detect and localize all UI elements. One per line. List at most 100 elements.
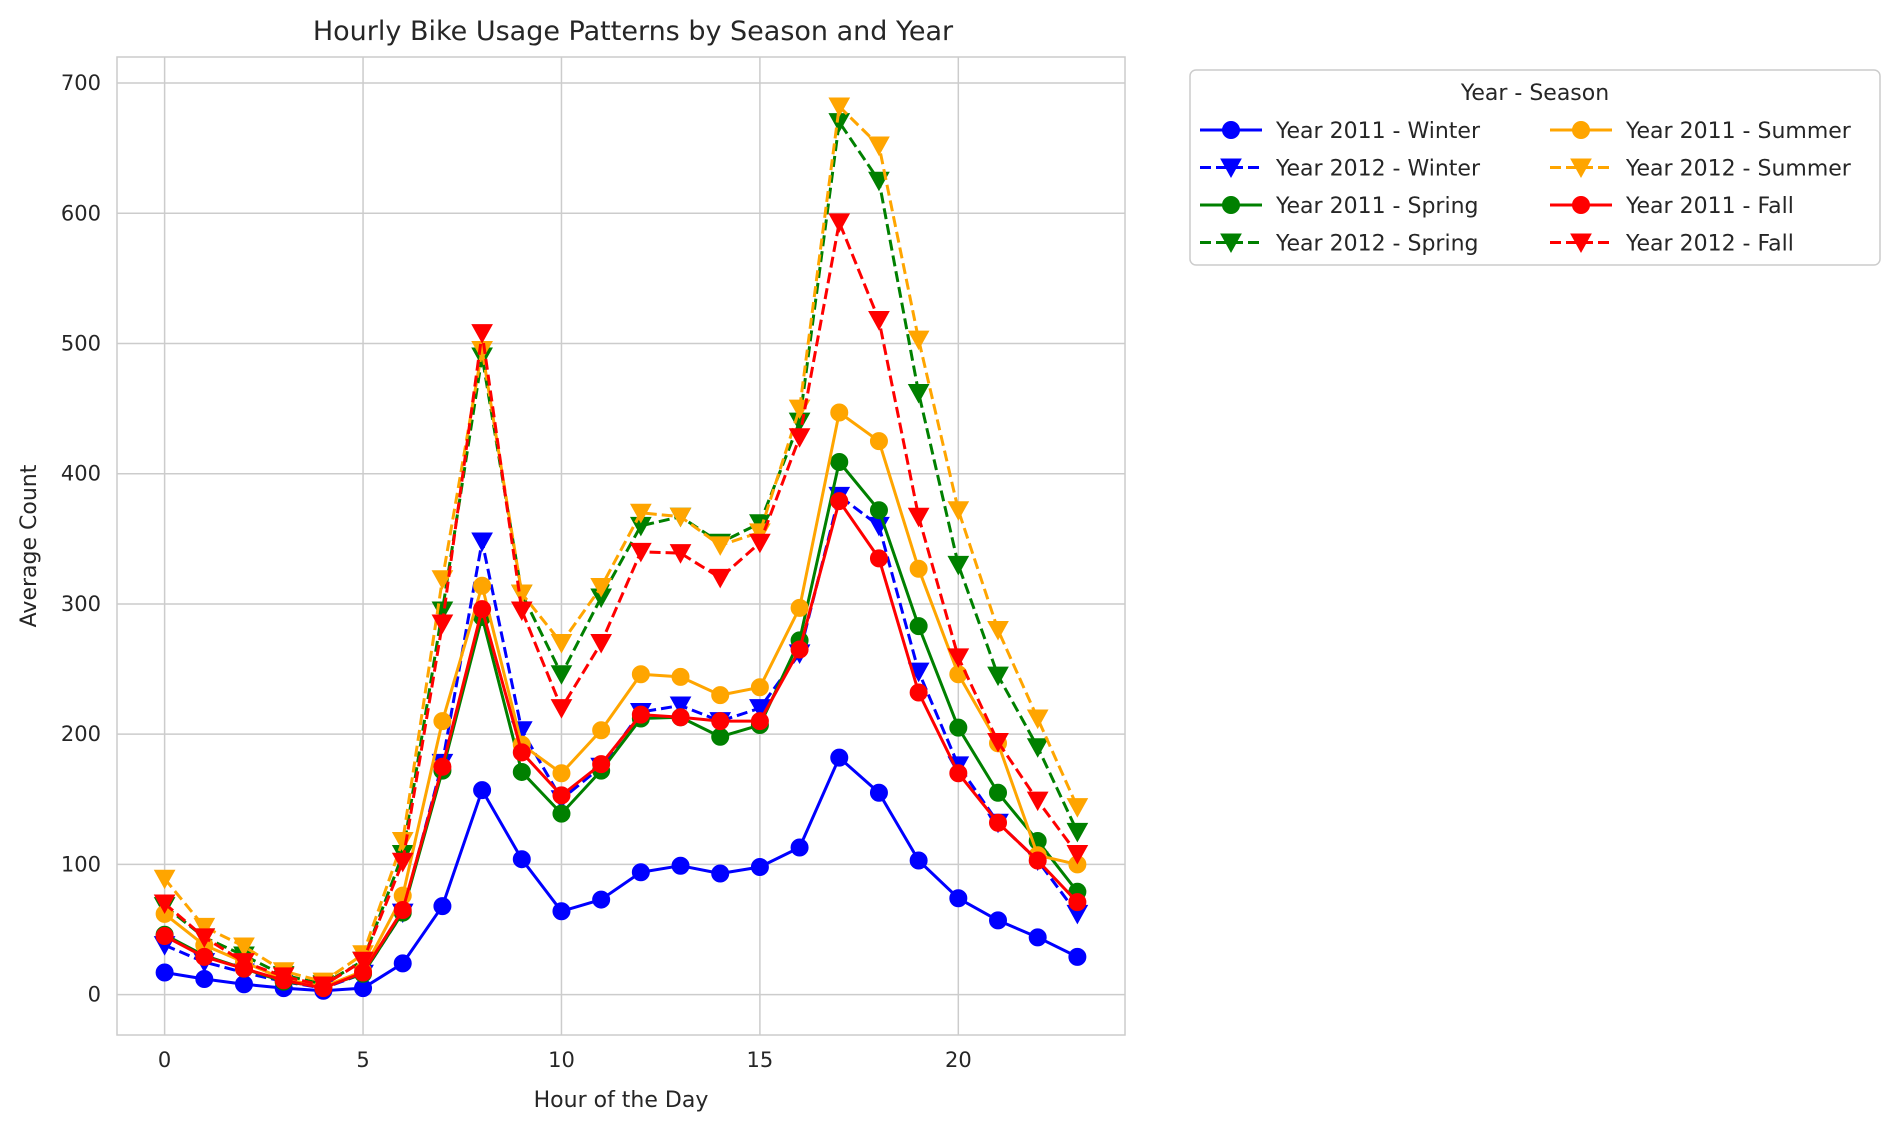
data-point [830,748,849,767]
legend-item: Year 2011 - Winter [1200,119,1481,144]
data-point [393,900,412,919]
data-point [155,963,174,982]
data-point [830,453,849,472]
y-axis-label: Average Count [17,464,42,627]
y-tick-label: 600 [61,201,101,225]
x-tick-label: 10 [548,1048,575,1072]
legend-item: Year 2011 - Fall [1550,194,1794,219]
data-point [790,598,809,617]
data-point [233,953,255,973]
data-point [987,732,1009,753]
legend-label: Year 2012 - Summer [1625,157,1852,182]
legend-marker [1222,121,1240,139]
data-point [669,696,692,717]
data-point [711,864,730,883]
legend-item: Year 2012 - Spring [1200,232,1478,257]
data-point [1066,822,1089,843]
data-point [907,383,930,404]
data-point [590,634,613,654]
data-point [828,97,851,118]
data-point [592,721,611,740]
data-point [790,640,809,659]
data-point [909,559,928,578]
legend-label: Year 2012 - Winter [1275,157,1481,182]
data-point [907,507,930,528]
data-point [512,762,531,781]
data-point [749,533,771,554]
legend-marker [1220,158,1242,179]
data-point [592,890,611,909]
data-point [868,136,890,157]
data-point [828,213,851,233]
legend-label: Year 2012 - Fall [1625,232,1794,257]
data-point [153,894,176,915]
data-point [868,311,890,331]
data-point [989,783,1008,802]
legend-label: Year 2011 - Summer [1625,119,1852,144]
data-point [550,665,573,685]
grid-layer [117,57,1125,1035]
series-layer [153,97,1089,1000]
legend-item: Year 2012 - Fall [1550,232,1794,257]
data-point [153,869,176,890]
y-tick-label: 100 [61,852,101,876]
data-point [155,927,174,946]
legend-item: Year 2012 - Summer [1550,157,1852,182]
data-point [1066,844,1089,865]
y-tick-label: 0 [88,983,101,1007]
legend-item: Year 2012 - Winter [1200,157,1481,182]
data-point [949,889,968,908]
data-point [869,549,888,568]
data-point [1068,893,1087,912]
data-point [947,555,970,576]
data-point [393,954,412,973]
x-axis-label: Hour of the Day [534,1088,709,1113]
legend-label: Year 2011 - Fall [1625,194,1794,219]
data-point [711,727,730,746]
data-point [909,683,928,702]
data-point [790,838,809,857]
data-point [193,928,216,948]
legend-marker [1570,233,1592,254]
data-point [629,503,652,524]
y-tick-label: 400 [61,462,101,486]
data-point [193,917,216,938]
data-point [869,783,888,802]
data-point [1026,791,1049,812]
chart-title: Hourly Bike Usage Patterns by Season and… [313,16,954,47]
data-point [629,542,652,563]
data-point [195,970,214,989]
data-point [631,705,650,724]
data-point [788,428,811,448]
data-point [195,947,214,966]
data-point [947,648,970,668]
data-point [749,699,771,719]
data-point [272,967,295,987]
legend-item: Year 2011 - Summer [1550,119,1852,144]
data-point [471,532,493,552]
series-line [163,220,1079,988]
data-point [671,667,690,686]
data-point [552,902,571,921]
legend-marker [1222,196,1240,214]
data-point [433,897,452,916]
data-point [669,544,692,564]
data-point [473,576,492,595]
data-point [671,708,690,727]
data-point [510,584,533,605]
legend-marker [1572,196,1590,214]
data-point [949,718,968,737]
data-point [1068,947,1087,966]
data-point [550,634,573,654]
legend-label: Year 2011 - Spring [1275,194,1478,219]
data-point [431,570,454,590]
data-point [473,781,492,800]
legend-marker [1220,233,1242,254]
data-point [1028,928,1047,947]
data-point [431,614,454,635]
data-point [830,492,849,511]
data-point [631,665,650,684]
data-point [671,856,690,875]
